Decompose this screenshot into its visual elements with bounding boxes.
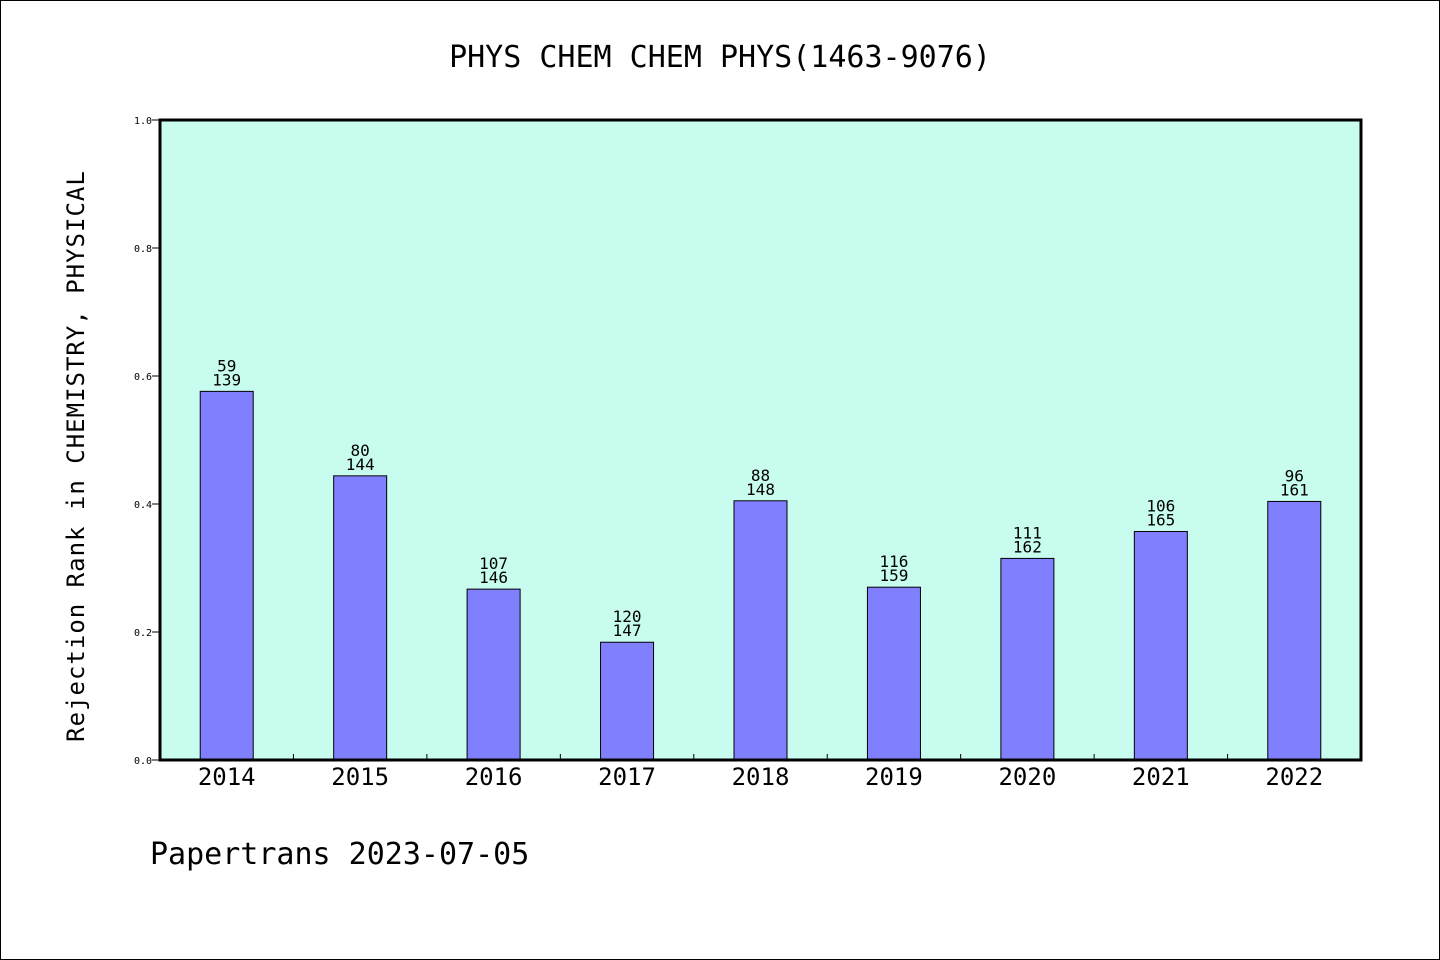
bar-2021 [1133,531,1188,761]
plot-border [158,118,1363,762]
data-label-rank: 120 [613,607,642,626]
chart-title: PHYS CHEM CHEM PHYS(1463-9076) [449,40,991,75]
data-label-total: 162 [1013,537,1042,556]
data-label-rank: 88 [751,466,770,485]
x-tick-label: 2017 [598,763,656,791]
data-label-total: 139 [212,370,241,389]
x-tick-label: 2022 [1265,763,1323,791]
bar-2017 [600,641,655,761]
y-tick-label: 0.0 [134,756,152,767]
x-tick-label: 2014 [198,763,256,791]
x-tick-label: 2018 [732,763,790,791]
y-tick-label: 0.8 [134,244,152,255]
bar-2016 [466,588,521,761]
y-tick-label: 0.2 [134,628,152,639]
data-label-total: 159 [879,566,908,585]
bar-2019 [866,586,921,761]
data-label-total: 165 [1146,511,1175,530]
data-label-rank: 80 [351,441,370,460]
bar-2018 [733,500,788,761]
x-tick-label: 2019 [865,763,923,791]
x-tick-label: 2021 [1132,763,1190,791]
bar-2020 [1000,557,1055,761]
data-label-rank: 106 [1146,497,1175,516]
data-label-rank: 59 [217,356,236,375]
x-tick-label: 2015 [331,763,389,791]
y-axis-label: Rejection Rank in CHEMISTRY, PHYSICAL [62,170,90,742]
y-tick-label: 0.6 [134,372,152,383]
data-label-total: 146 [479,568,508,587]
data-label-total: 148 [746,480,775,499]
bars-group [199,390,1322,761]
bar-2014 [199,390,254,761]
y-tick-label: 0.4 [134,500,152,511]
x-axis-ticks: 2014 2015 2016 2017 2018 2019 2020 2021 2022 [198,754,1323,791]
y-tick-label: 1.0 [134,116,152,127]
y-axis-ticks: 0.0 0.2 0.4 0.6 0.8 1.0 [134,116,160,767]
data-label-rank: 96 [1285,466,1304,485]
bar-2015 [333,475,388,761]
data-label-total: 161 [1280,480,1309,499]
data-label-rank: 116 [879,552,908,571]
x-tick-label: 2016 [465,763,523,791]
x-tick-label: 2020 [998,763,1056,791]
data-label-rank: 107 [479,554,508,573]
data-label-total: 144 [346,455,375,474]
data-label-total: 147 [613,621,642,640]
bar-2022 [1267,500,1322,761]
footer-credit: Papertrans 2023-07-05 [150,837,529,872]
data-label-rank: 111 [1013,523,1042,542]
